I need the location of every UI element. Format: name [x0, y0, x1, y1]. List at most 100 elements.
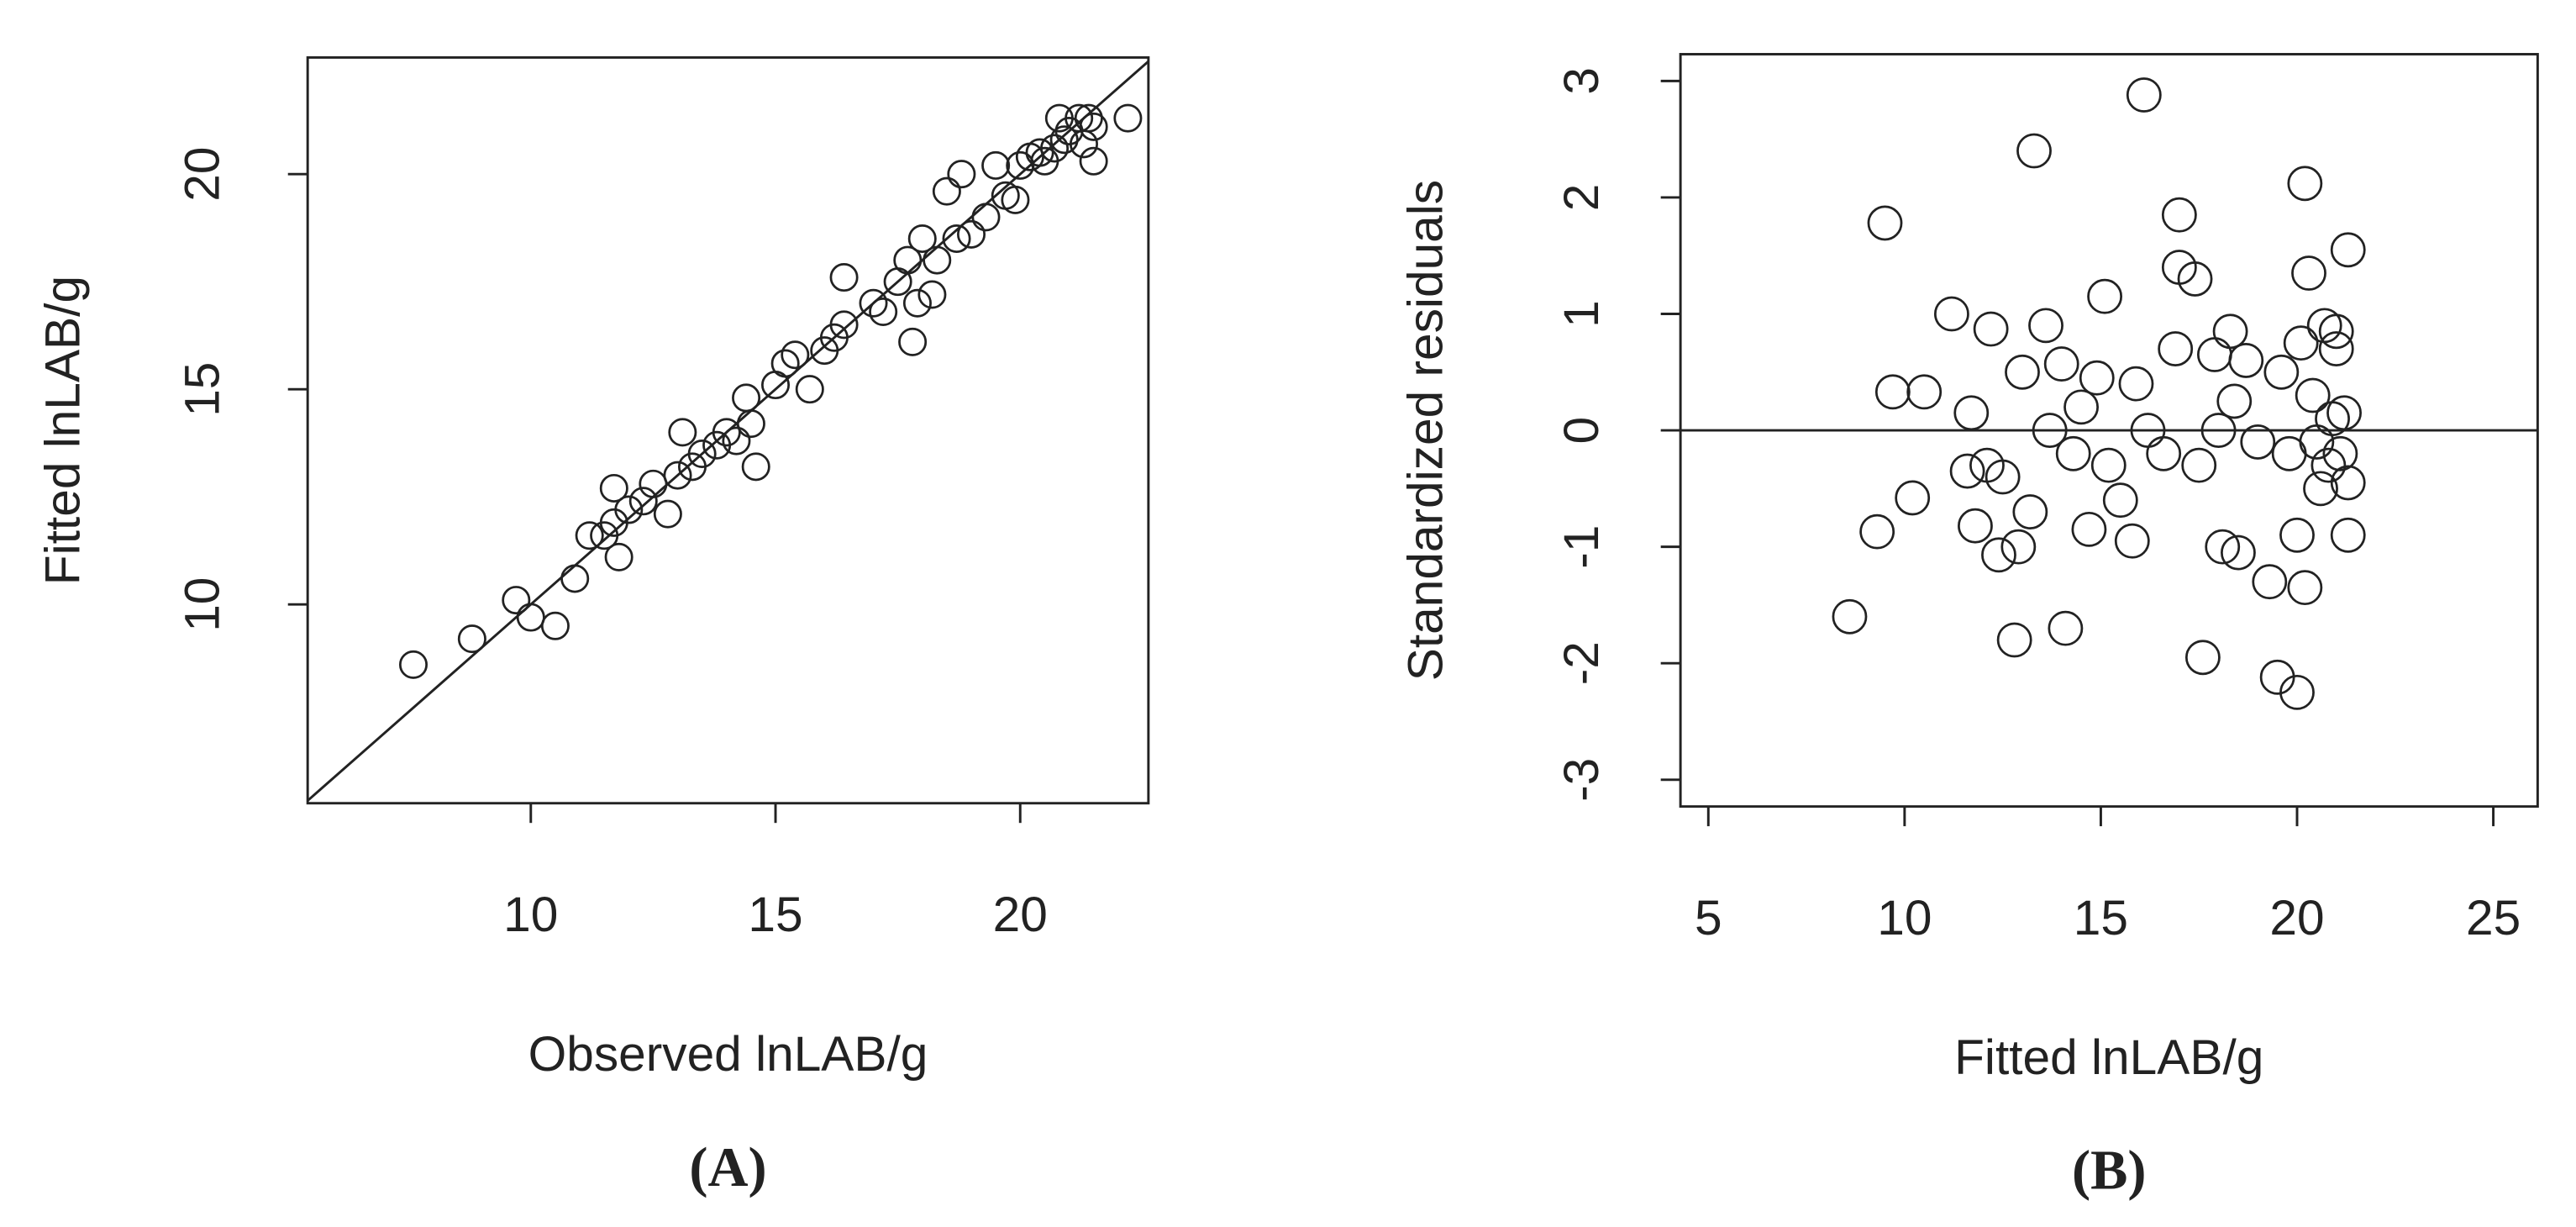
panel-label: (B) — [2072, 1140, 2147, 1202]
point — [2330, 465, 2366, 501]
point — [1867, 205, 1903, 241]
point — [2205, 529, 2241, 565]
point — [1996, 622, 2032, 658]
point — [2177, 261, 2213, 297]
point — [1958, 508, 1993, 544]
point — [502, 586, 531, 615]
point — [1832, 598, 1868, 635]
point — [732, 383, 761, 413]
panel-label: (A) — [689, 1137, 766, 1198]
plot-frame — [306, 55, 1150, 805]
point — [1113, 103, 1143, 133]
point — [1040, 134, 1070, 163]
point — [2184, 640, 2221, 676]
point — [2071, 511, 2107, 547]
point — [2079, 360, 2115, 396]
point — [2161, 197, 2197, 233]
point — [663, 461, 692, 490]
point — [2311, 447, 2347, 483]
point — [829, 263, 859, 292]
point — [1049, 125, 1079, 155]
point — [2318, 331, 2354, 366]
x-axis-label: Fitted lnLAB/g — [1954, 1030, 2263, 1085]
point — [859, 288, 888, 318]
point — [2221, 535, 2256, 571]
point — [795, 375, 824, 404]
point — [2090, 447, 2127, 483]
y-axis-label: Standardized residuals — [1399, 180, 1454, 681]
point — [942, 224, 971, 253]
point — [947, 160, 976, 189]
y-tick-label: 2 — [1554, 184, 1609, 212]
point — [2016, 133, 2052, 169]
point — [2055, 435, 2091, 471]
point — [2146, 435, 2182, 471]
point — [1001, 185, 1030, 214]
point — [971, 203, 1001, 232]
point — [2028, 308, 2063, 344]
point — [2043, 346, 2079, 382]
y-tick-label: 20 — [175, 147, 229, 202]
point — [2114, 523, 2150, 559]
point — [2200, 413, 2237, 448]
y-tick-label: -1 — [1554, 525, 1609, 569]
y-axis-label: Fitted lnLAB/g — [35, 276, 90, 585]
y-tick-label: -2 — [1554, 641, 1609, 685]
point — [2330, 517, 2366, 553]
point — [2240, 424, 2276, 460]
point — [2287, 166, 2323, 202]
y-tick-label: 3 — [1554, 67, 1609, 95]
point — [770, 349, 800, 378]
point — [722, 426, 751, 456]
point — [1895, 480, 1931, 516]
point — [1949, 453, 1985, 489]
point — [2087, 278, 2123, 314]
point — [957, 219, 986, 249]
point — [907, 224, 937, 253]
point — [741, 452, 770, 482]
point — [2216, 383, 2253, 419]
point — [2102, 482, 2138, 519]
y-tick-label: 0 — [1554, 417, 1609, 445]
point — [893, 245, 923, 275]
point — [1981, 537, 2016, 573]
point — [736, 409, 765, 439]
point — [1934, 296, 1969, 332]
x-tick-label: 20 — [2269, 891, 2324, 945]
point — [981, 150, 1011, 180]
point — [457, 624, 486, 654]
point — [2032, 413, 2068, 448]
x-tick-label: 10 — [503, 887, 558, 942]
x-axis-label: Observed lnLAB/g — [528, 1027, 928, 1082]
point — [2212, 313, 2248, 350]
x-tick-label: 15 — [2074, 891, 2128, 945]
point — [2330, 232, 2366, 268]
point — [932, 176, 961, 206]
point — [560, 564, 590, 593]
point — [2287, 570, 2323, 606]
point — [2318, 313, 2354, 350]
point — [869, 298, 898, 327]
point — [2326, 395, 2362, 431]
point — [2228, 343, 2264, 378]
y-tick-label: 10 — [175, 577, 229, 632]
point — [2048, 610, 2084, 646]
point — [516, 603, 545, 632]
point — [604, 542, 633, 571]
point — [2279, 517, 2315, 553]
point — [2295, 377, 2331, 413]
x-tick-label: 10 — [1877, 891, 1932, 945]
point — [1973, 311, 2009, 347]
x-tick-label: 15 — [748, 887, 802, 942]
point — [1079, 146, 1108, 176]
point — [1953, 395, 1990, 431]
y-tick-label: -3 — [1554, 758, 1609, 802]
y-tick-label: 1 — [1554, 300, 1609, 328]
point — [1906, 374, 1943, 410]
point — [2291, 255, 2326, 291]
y-tick-label: 15 — [175, 362, 229, 417]
point — [2283, 325, 2319, 361]
point — [2279, 674, 2315, 710]
point — [2126, 77, 2162, 113]
